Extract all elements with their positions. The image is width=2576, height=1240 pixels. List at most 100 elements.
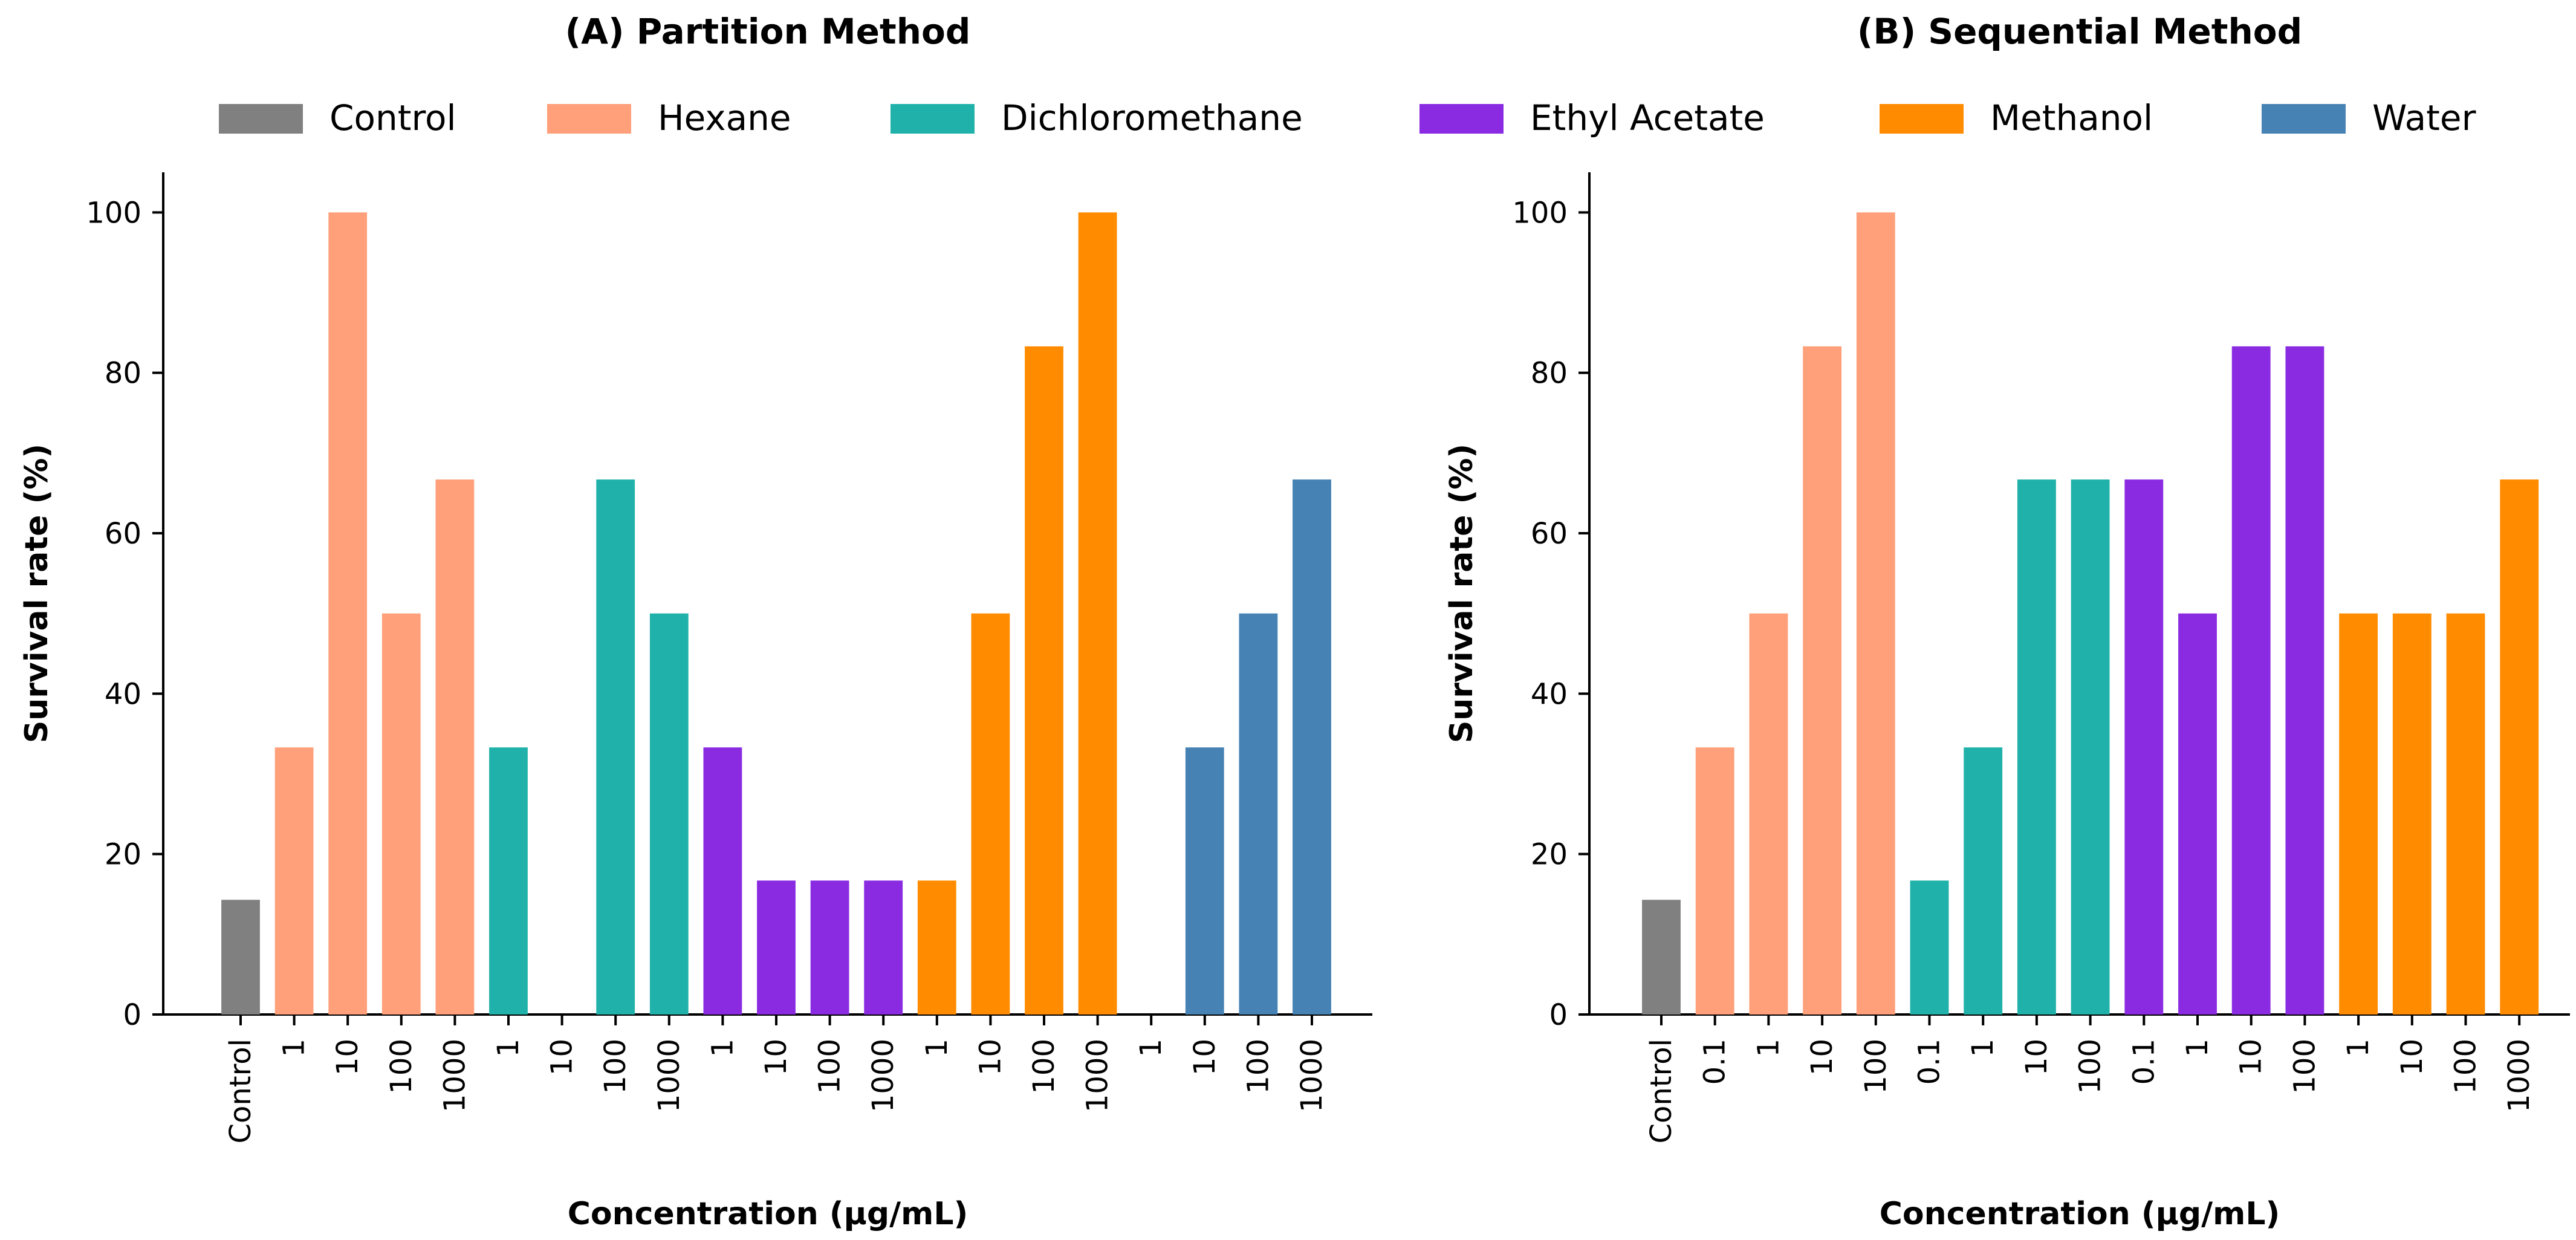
y-tick-label: 100: [86, 196, 141, 230]
y-tick-label: 100: [1512, 196, 1568, 230]
x-tick-label: 1: [492, 1039, 525, 1057]
x-tick-label: 1: [706, 1039, 739, 1057]
legend-swatch-methanol: [1880, 104, 1964, 134]
bar-methanol-1: [917, 880, 956, 1014]
x-tick-label: 100: [2288, 1039, 2321, 1094]
legend-swatch-control: [219, 104, 303, 134]
x-tick-label: 10: [2395, 1039, 2429, 1076]
bar-dichloromethane-0-1: [1910, 880, 1949, 1014]
y-tick-label: 80: [105, 357, 141, 391]
x-tick-label: 1000: [1295, 1039, 1329, 1112]
y-tick-label: 60: [105, 517, 141, 551]
legend-swatch-water: [2262, 104, 2346, 134]
bar-methanol-100: [1025, 346, 1063, 1014]
x-tick-label: 1000: [866, 1039, 900, 1112]
x-tick-label: 10: [1805, 1039, 1839, 1076]
y-axis-label: Survival rate (%): [19, 444, 55, 743]
bar-ethyl-acetate-100: [2285, 346, 2325, 1014]
x-tick-label: 100: [384, 1039, 418, 1094]
x-axis-label: Concentration (μg/mL): [1880, 1196, 2280, 1232]
x-tick-label: 100: [1859, 1039, 1893, 1094]
legend-label-control: Control: [329, 97, 456, 138]
legend: Control Hexane Dichloromethane Ethyl Acetat…: [219, 97, 2476, 138]
bar-hexane-0-1: [1695, 747, 1734, 1014]
x-tick-label: 1: [1134, 1039, 1168, 1057]
bar-water-100: [1239, 613, 1278, 1014]
bar-control-control: [1642, 900, 1681, 1014]
bar-dichloromethane-1000: [649, 613, 689, 1014]
x-tick-label: 1000: [438, 1039, 472, 1112]
x-tick-label: 100: [1027, 1039, 1061, 1094]
y-tick-label: 0: [1549, 998, 1568, 1032]
bar-dichloromethane-10: [2017, 479, 2056, 1014]
y-tick-label: 40: [1531, 677, 1568, 711]
bar-ethyl-acetate-1000: [864, 880, 903, 1014]
y-tick-label: 0: [123, 998, 141, 1032]
x-tick-label: 10: [973, 1039, 1007, 1076]
y-tick-label: 60: [1531, 517, 1568, 551]
legend-entry-methanol: Methanol: [1880, 97, 2153, 138]
x-tick-label: Control: [1644, 1039, 1678, 1144]
x-tick-label: 0.1: [2127, 1039, 2161, 1085]
bar-hexane-1: [1749, 613, 1788, 1014]
bar-water-10: [1185, 747, 1224, 1014]
bar-methanol-1: [2339, 613, 2378, 1014]
x-tick-label: 1: [2341, 1039, 2375, 1057]
bar-ethyl-acetate-1: [703, 747, 742, 1014]
bar-hexane-100: [381, 613, 421, 1014]
bar-hexane-1: [274, 747, 314, 1014]
legend-entry-ethyl-acetate: Ethyl Acetate: [1419, 97, 1765, 138]
x-tick-label: 10: [2234, 1039, 2268, 1076]
x-tick-label: 10: [1188, 1039, 1222, 1076]
y-tick-label: 20: [105, 838, 141, 872]
x-tick-label: 1: [277, 1039, 311, 1057]
x-tick-label: 10: [331, 1039, 365, 1076]
bar-ethyl-acetate-10: [757, 880, 796, 1014]
bar-dichloromethane-100: [2071, 479, 2110, 1014]
x-tick-label: 1: [1966, 1039, 2000, 1057]
x-axis-label: Concentration (μg/mL): [568, 1196, 968, 1232]
legend-swatch-ethyl-acetate: [1419, 104, 1504, 134]
chart-title: (A) Partition Method: [565, 11, 971, 52]
bar-dichloromethane-1: [489, 747, 528, 1014]
x-tick-label: 1: [1751, 1039, 1785, 1057]
bar-dichloromethane-100: [596, 479, 635, 1014]
bar-hexane-1000: [435, 479, 475, 1014]
bar-methanol-100: [2446, 613, 2485, 1014]
bar-hexane-10: [328, 212, 368, 1014]
x-tick-label: 10: [759, 1039, 793, 1076]
bar-methanol-1000: [2500, 479, 2539, 1014]
x-tick-label: 0.1: [1913, 1039, 1947, 1085]
legend-label-methanol: Methanol: [1990, 97, 2153, 138]
legend-label-hexane: Hexane: [658, 97, 791, 138]
bar-hexane-100: [1856, 212, 1895, 1014]
legend-entry-water: Water: [2262, 97, 2476, 138]
x-tick-label: 1000: [2502, 1039, 2536, 1112]
y-tick-label: 40: [105, 677, 141, 711]
y-tick-label: 80: [1531, 357, 1568, 391]
bar-control-control: [221, 900, 260, 1014]
bar-dichloromethane-1: [1964, 747, 2003, 1014]
legend-swatch-hexane: [547, 104, 631, 134]
panel-sequential-method: (B) Sequential Method 0 20 40 60 80 100 Control…: [1444, 11, 2570, 1232]
bar-hexane-10: [1803, 346, 1842, 1014]
bar-methanol-10: [2392, 613, 2432, 1014]
bar-ethyl-acetate-0-1: [2124, 479, 2164, 1014]
x-tick-label: 1000: [1081, 1039, 1115, 1112]
x-tick-label: 10: [2020, 1039, 2054, 1076]
bar-methanol-1000: [1078, 212, 1117, 1014]
bar-ethyl-acetate-1: [2178, 613, 2217, 1014]
bar-ethyl-acetate-10: [2231, 346, 2271, 1014]
x-tick-label: 1: [2181, 1039, 2214, 1057]
legend-entry-hexane: Hexane: [547, 97, 791, 138]
bar-ethyl-acetate-100: [810, 880, 849, 1014]
x-tick-label: 0.1: [1698, 1039, 1732, 1085]
x-tick-label: 100: [2074, 1039, 2107, 1094]
x-tick-label: Control: [224, 1039, 258, 1144]
legend-label-ethyl-acetate: Ethyl Acetate: [1530, 97, 1765, 138]
x-tick-label: 100: [2449, 1039, 2483, 1094]
x-tick-label: 1000: [652, 1039, 686, 1112]
legend-swatch-dichloromethane: [891, 104, 975, 134]
legend-entry-control: Control: [219, 97, 456, 138]
